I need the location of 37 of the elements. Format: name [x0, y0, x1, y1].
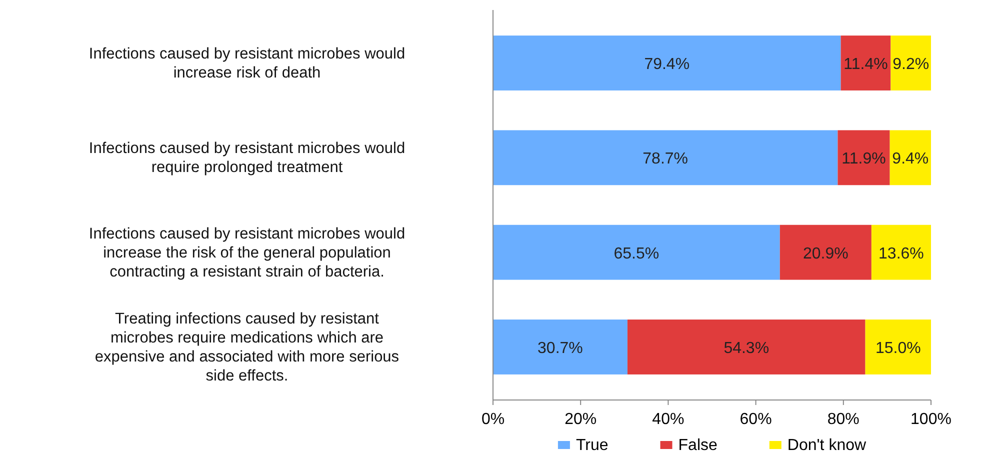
bar [493, 130, 838, 186]
bar [865, 320, 931, 374]
bar [627, 320, 866, 374]
x-tick-label: 20% [564, 411, 597, 428]
data-label: 30.7% [538, 340, 583, 357]
x-tick-label: 60% [740, 411, 772, 428]
bar [871, 224, 931, 280]
bar [493, 224, 780, 280]
x-tick-label: 0% [481, 411, 505, 428]
data-label: 15.0% [875, 340, 921, 357]
data-label: 11.4% [844, 56, 888, 74]
data-label: 65.5% [614, 245, 660, 262]
bar [493, 36, 841, 90]
legend-label: False [678, 437, 718, 454]
bar [890, 36, 931, 90]
y-tick-label: Infections caused by resistant microbes would increase the risk of the general population contracting a resistant strain of bacteria. [88, 225, 406, 280]
bar [780, 224, 872, 280]
data-label: 79.4% [644, 56, 690, 74]
data-label: 9.4% [892, 150, 929, 168]
legend-label: True [576, 437, 608, 454]
y-tick-label: Infections caused by resistant microbes would increase risk of death [88, 46, 406, 82]
y-tick-label: Treating infections caused by resistant microbes require medications which are expensive and associated with more serious side effects. [94, 310, 400, 384]
data-label: 54.3% [724, 340, 770, 357]
data-label: 78.7% [642, 150, 688, 168]
bar [840, 36, 891, 90]
data-label: 13.6% [878, 245, 924, 262]
x-tick-label: 100% [910, 411, 952, 428]
data-label: 20.9% [802, 245, 848, 262]
data-label: 11.9% [842, 150, 886, 168]
bar [493, 320, 628, 374]
bar [838, 130, 890, 186]
y-tick-label: Infections caused by resistant microbes would require prolonged treatment [88, 140, 406, 176]
x-tick-label: 40% [652, 411, 684, 428]
x-tick-label: 80% [827, 411, 860, 428]
bar [890, 130, 931, 186]
legend-label: Don't know [787, 437, 866, 454]
data-label: 9.2% [892, 56, 930, 74]
